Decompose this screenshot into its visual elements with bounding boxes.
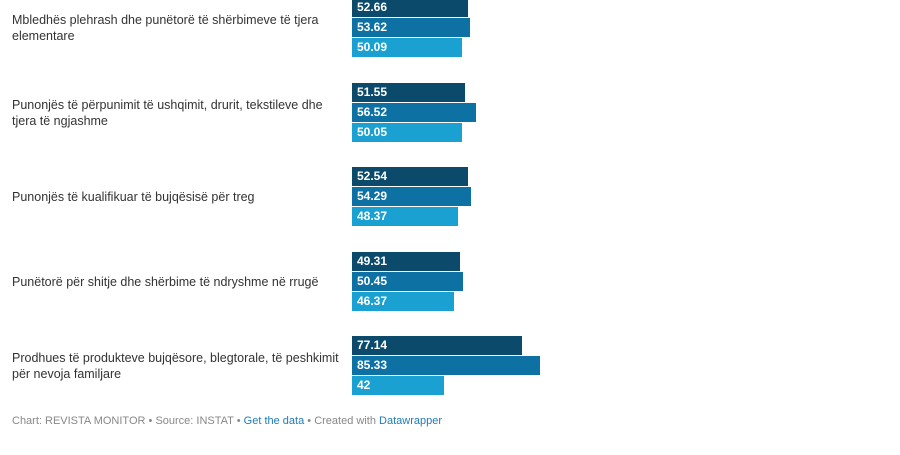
value-label: 46.37 xyxy=(357,293,388,308)
separator: • xyxy=(307,415,312,427)
bar xyxy=(352,207,459,226)
category-label: Prodhues të produkteve bujqësore, blegto… xyxy=(12,351,339,381)
bar xyxy=(352,376,445,395)
value-label: 56.52 xyxy=(357,104,388,119)
bar xyxy=(352,291,454,311)
footer: Chart: REVISTA MONITOR • Source: INSTAT … xyxy=(12,415,442,427)
value-label: 49.31 xyxy=(357,253,388,268)
credit: Chart: REVISTA MONITOR xyxy=(12,415,146,427)
value-label: 50.09 xyxy=(357,40,388,54)
created: Created with xyxy=(314,415,376,427)
value-label: 50.45 xyxy=(357,273,388,288)
category-label: Mbledhës plehrash dhe punëtorë të shërbi… xyxy=(12,13,319,43)
bar xyxy=(352,356,540,375)
bar xyxy=(352,102,477,122)
bar xyxy=(352,18,470,37)
bar xyxy=(352,0,468,17)
separator: • xyxy=(148,415,153,427)
bar xyxy=(352,38,463,57)
value-label: 52.66 xyxy=(357,0,388,14)
bar xyxy=(352,82,466,102)
category-label: Punëtorë për shitje dhe shërbime të ndry… xyxy=(12,274,319,289)
data-link[interactable]: Get the data xyxy=(243,415,305,427)
value-label: 42 xyxy=(357,378,371,392)
value-label: 50.05 xyxy=(357,124,388,139)
value-label: 77.14 xyxy=(357,338,388,352)
value-label: 53.62 xyxy=(357,20,388,34)
bar xyxy=(352,251,461,271)
category-label: Punonjës të përpunimit të ushqimit, drur… xyxy=(12,97,323,128)
value-label: 48.37 xyxy=(357,209,388,223)
value-label: 51.55 xyxy=(357,84,388,99)
bar xyxy=(352,336,522,355)
tool-link[interactable]: Datawrapper xyxy=(379,415,443,427)
bar xyxy=(352,187,472,206)
value-label: 85.33 xyxy=(357,358,388,372)
source: Source: INSTAT xyxy=(155,415,234,427)
value-label: 52.54 xyxy=(357,169,388,183)
separator: • xyxy=(236,415,241,427)
bar xyxy=(352,271,463,291)
bar xyxy=(352,167,468,186)
value-label: 54.29 xyxy=(357,189,388,203)
bar xyxy=(352,122,463,142)
category-label: Punonjës të kualifikuar të bujqësisë për… xyxy=(12,190,255,204)
